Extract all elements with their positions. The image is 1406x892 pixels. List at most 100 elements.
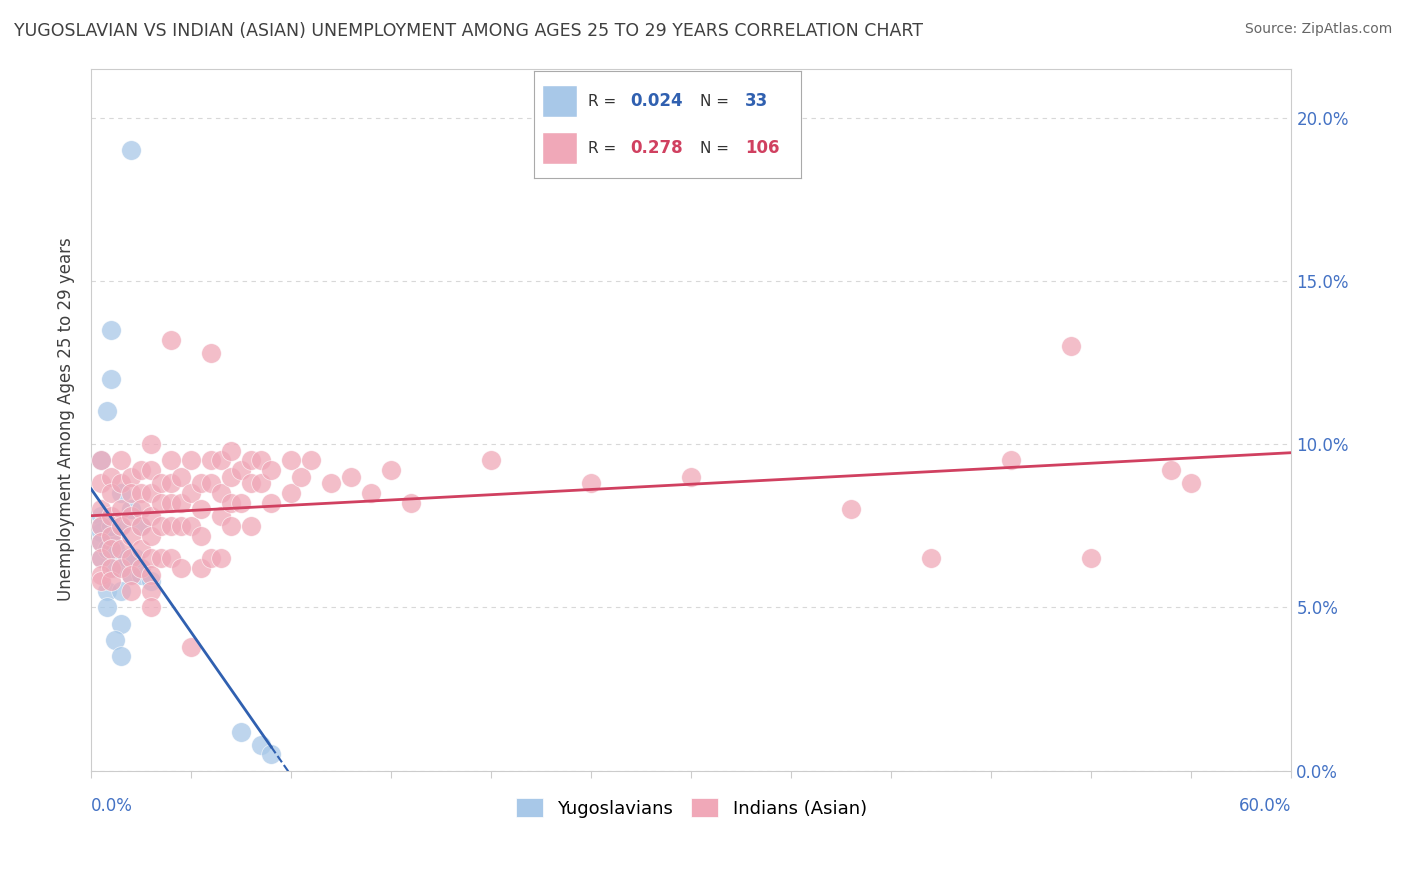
Text: YUGOSLAVIAN VS INDIAN (ASIAN) UNEMPLOYMENT AMONG AGES 25 TO 29 YEARS CORRELATION: YUGOSLAVIAN VS INDIAN (ASIAN) UNEMPLOYME… [14, 22, 924, 40]
Point [841, 502, 863, 516]
Point [581, 476, 603, 491]
Point [280, 453, 302, 467]
Point [180, 518, 202, 533]
Point [219, 469, 242, 483]
Text: 33: 33 [745, 93, 769, 111]
Point [90, 476, 112, 491]
Point [150, 496, 173, 510]
Point [240, 453, 263, 467]
Point [129, 463, 152, 477]
Point [110, 584, 132, 599]
Point [100, 541, 122, 556]
Point [120, 143, 142, 157]
Point [1180, 476, 1202, 491]
Point [141, 567, 163, 582]
Point [90, 567, 112, 582]
Point [90, 518, 112, 533]
Point [150, 476, 173, 491]
Point [141, 584, 163, 599]
Point [90, 502, 112, 516]
Point [920, 551, 942, 566]
Point [129, 567, 152, 582]
Point [120, 486, 142, 500]
Point [209, 508, 232, 523]
Point [160, 518, 183, 533]
Point [170, 496, 193, 510]
Point [260, 463, 283, 477]
Point [1160, 463, 1182, 477]
Point [96, 600, 118, 615]
Point [110, 649, 132, 664]
Point [129, 502, 152, 516]
Point [209, 453, 232, 467]
Text: 0.024: 0.024 [630, 93, 683, 111]
Point [90, 551, 112, 566]
Text: N =: N = [700, 141, 734, 156]
Point [231, 496, 253, 510]
Point [250, 738, 273, 752]
Point [96, 541, 118, 556]
Point [250, 453, 273, 467]
Point [120, 469, 142, 483]
Point [190, 528, 212, 542]
Point [100, 323, 122, 337]
Point [90, 535, 112, 549]
Point [129, 518, 152, 533]
Point [90, 453, 112, 467]
Point [90, 508, 112, 523]
Text: 0.278: 0.278 [630, 139, 683, 157]
Point [200, 476, 222, 491]
Point [110, 616, 132, 631]
Point [141, 551, 163, 566]
Point [120, 551, 142, 566]
Legend: Yugoslavians, Indians (Asian): Yugoslavians, Indians (Asian) [509, 791, 875, 825]
Point [200, 453, 222, 467]
Point [190, 476, 212, 491]
Point [360, 486, 382, 500]
Point [120, 567, 142, 582]
Point [90, 551, 112, 566]
Point [90, 574, 112, 589]
Point [170, 561, 193, 575]
Point [96, 584, 118, 599]
Point [141, 574, 163, 589]
Point [380, 463, 402, 477]
Point [399, 496, 422, 510]
Point [209, 551, 232, 566]
Point [141, 463, 163, 477]
Text: N =: N = [700, 94, 734, 109]
FancyBboxPatch shape [543, 86, 576, 118]
Point [90, 518, 112, 533]
Point [90, 525, 112, 540]
Point [100, 372, 122, 386]
Point [90, 453, 112, 467]
Point [100, 574, 122, 589]
Point [90, 535, 112, 549]
Point [180, 486, 202, 500]
Point [129, 561, 152, 575]
Y-axis label: Unemployment Among Ages 25 to 29 years: Unemployment Among Ages 25 to 29 years [58, 238, 75, 601]
Point [260, 747, 283, 762]
Point [231, 724, 253, 739]
Point [150, 551, 173, 566]
Point [290, 469, 312, 483]
Point [141, 528, 163, 542]
Point [129, 486, 152, 500]
Point [180, 640, 202, 654]
Point [200, 551, 222, 566]
Point [120, 502, 142, 516]
Point [120, 508, 142, 523]
FancyBboxPatch shape [543, 132, 576, 164]
Point [160, 551, 183, 566]
Point [160, 496, 183, 510]
Point [100, 518, 122, 533]
Point [129, 541, 152, 556]
Point [150, 518, 173, 533]
Point [115, 551, 138, 566]
Point [104, 561, 127, 575]
Point [100, 486, 122, 500]
Point [141, 508, 163, 523]
Point [120, 567, 142, 582]
Point [280, 486, 302, 500]
Point [100, 528, 122, 542]
